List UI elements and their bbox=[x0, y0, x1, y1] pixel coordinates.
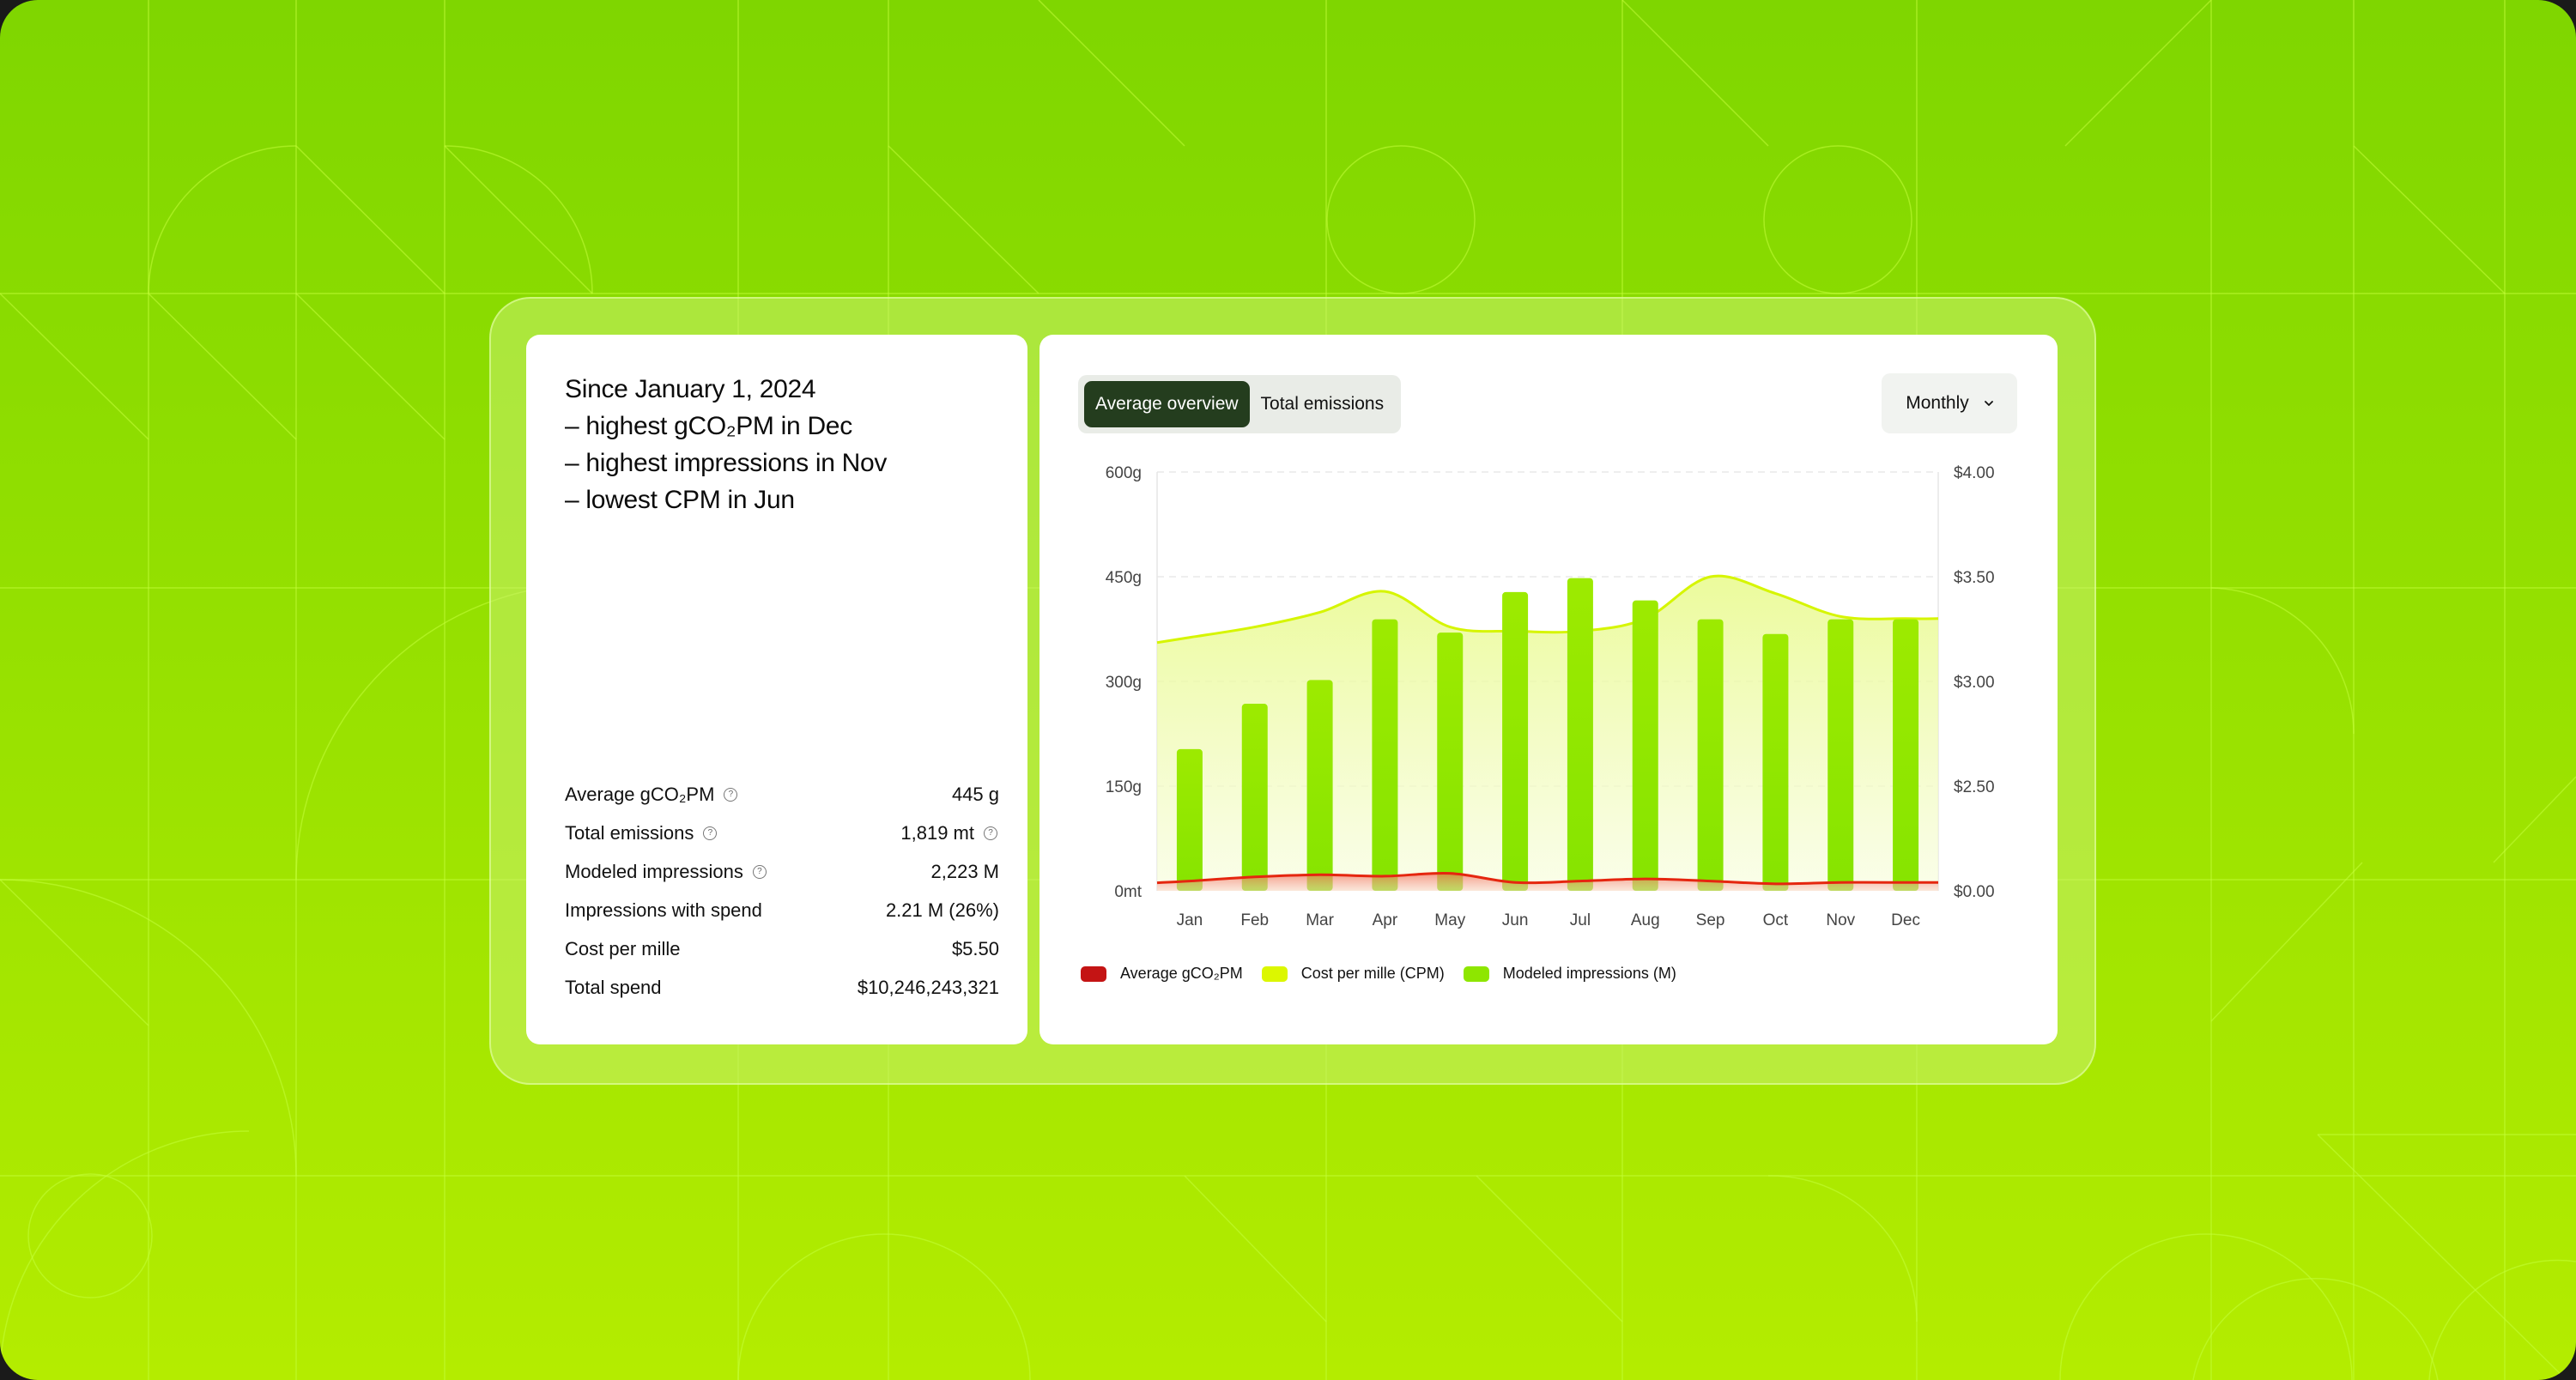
help-circle-icon[interactable]: ? bbox=[724, 787, 738, 802]
legend-item-emissions[interactable]: Average gCO₂PM bbox=[1081, 965, 1243, 983]
right-axis-tick: $4.00 bbox=[1954, 464, 1995, 482]
right-y-axis: $0.00 $2.50 $3.00 $3.50 $4.00 bbox=[1954, 464, 1995, 901]
left-y-axis: 0mt 150g 300g 450g 600g bbox=[1106, 464, 1143, 901]
legend-item-impressions[interactable]: Modeled impressions (M) bbox=[1463, 965, 1676, 983]
x-axis-tick: Aug bbox=[1631, 911, 1660, 929]
x-axis-tick: Jul bbox=[1570, 911, 1591, 929]
headline-line-highest-impressions: – highest impressions in Nov bbox=[565, 449, 888, 477]
impressions-bar[interactable] bbox=[1437, 632, 1464, 891]
headline-line-highest-emissions: – highest gCO₂PM in Dec bbox=[565, 412, 852, 440]
right-axis-tick: $0.00 bbox=[1954, 883, 1995, 901]
chevron-down-icon bbox=[1984, 401, 1993, 406]
stat-value: $5.50 bbox=[951, 937, 999, 959]
impressions-bar[interactable] bbox=[1632, 600, 1658, 891]
x-axis-tick: Apr bbox=[1373, 911, 1398, 929]
chart-legend: Average gCO₂PM Cost per mille (CPM) Mode… bbox=[1081, 965, 1695, 983]
stat-value: 1,819 mt bbox=[900, 821, 974, 844]
period-dropdown-value: Monthly bbox=[1906, 393, 1969, 413]
help-circle-icon[interactable]: ? bbox=[984, 826, 997, 840]
x-axis-tick: Jun bbox=[1502, 911, 1529, 929]
summary-headline: Since January 1, 2024 – highest gCO₂PM i… bbox=[565, 371, 1011, 518]
right-axis-tick: $2.50 bbox=[1954, 778, 1995, 796]
impressions-bar[interactable] bbox=[1697, 619, 1724, 891]
cpm-area-series bbox=[1156, 574, 1939, 891]
emissions-area-series bbox=[1156, 871, 1938, 891]
stat-row-impressions-with-spend: Impressions with spend 2.21 M (26%) bbox=[565, 891, 999, 929]
combo-chart: 0mt 150g 300g 450g 600g $0.00 $2.50 $3.00 $3.50… bbox=[1106, 464, 1995, 929]
legend-swatch-green bbox=[1463, 965, 1489, 982]
impressions-bar[interactable] bbox=[1372, 619, 1398, 891]
help-circle-icon[interactable]: ? bbox=[752, 864, 767, 879]
left-axis-tick: 600g bbox=[1106, 464, 1142, 482]
stats-list: Average gCO₂PM ? 445 g Total emissions ?… bbox=[565, 775, 999, 1007]
tab-average-overview[interactable]: Average overview bbox=[1084, 381, 1250, 427]
stat-row-cost-per-mille: Cost per mille $5.50 bbox=[565, 929, 999, 968]
x-axis-tick: May bbox=[1434, 911, 1465, 929]
legend-swatch-yellow bbox=[1261, 965, 1288, 982]
right-axis-tick: $3.00 bbox=[1954, 674, 1995, 692]
headline-line-date: Since January 1, 2024 bbox=[565, 375, 816, 403]
stat-row-modeled-impressions: Modeled impressions ? 2,223 M bbox=[565, 852, 999, 891]
stat-label: Total emissions bbox=[565, 821, 694, 844]
stat-value: 2.21 M (26%) bbox=[885, 899, 999, 921]
x-axis-tick: Sep bbox=[1696, 911, 1725, 929]
chart-panel: Average overview Total emissions Monthly bbox=[1039, 335, 2058, 1044]
right-axis-tick: $3.50 bbox=[1954, 569, 1995, 587]
view-segmented-control: Average overview Total emissions bbox=[1078, 375, 1402, 433]
impressions-bar[interactable] bbox=[1241, 704, 1268, 891]
stat-label: Average gCO₂PM bbox=[565, 783, 715, 805]
impressions-bar[interactable] bbox=[1893, 619, 1919, 891]
x-axis-tick: Mar bbox=[1306, 911, 1334, 929]
legend-label: Average gCO₂PM bbox=[1120, 965, 1243, 982]
x-axis-tick: Nov bbox=[1826, 911, 1855, 929]
legend-label: Cost per mille (CPM) bbox=[1300, 965, 1445, 982]
stat-label: Cost per mille bbox=[565, 937, 681, 959]
stat-label: Modeled impressions bbox=[565, 860, 743, 882]
impressions-bar[interactable] bbox=[1762, 633, 1789, 891]
headline-line-lowest-cpm: – lowest CPM in Jun bbox=[565, 486, 795, 514]
stat-value: $10,246,243,321 bbox=[857, 976, 999, 998]
impressions-bar[interactable] bbox=[1502, 591, 1529, 891]
stat-row-total-spend: Total spend $10,246,243,321 bbox=[565, 968, 999, 1007]
left-axis-tick: 300g bbox=[1106, 674, 1142, 692]
stat-row-total-emissions: Total emissions ? 1,819 mt ? bbox=[565, 814, 999, 852]
left-axis-tick: 450g bbox=[1106, 569, 1142, 587]
x-axis-tick: Dec bbox=[1891, 911, 1920, 929]
legend-item-cpm[interactable]: Cost per mille (CPM) bbox=[1261, 965, 1445, 983]
left-axis-tick: 150g bbox=[1106, 778, 1142, 796]
x-axis-tick: Jan bbox=[1177, 911, 1203, 929]
impressions-bar[interactable] bbox=[1827, 619, 1854, 891]
impressions-bar-series bbox=[1176, 578, 1919, 891]
period-dropdown[interactable]: Monthly bbox=[1882, 373, 2017, 433]
stat-label: Impressions with spend bbox=[565, 899, 762, 921]
stat-label: Total spend bbox=[565, 976, 662, 998]
tab-total-emissions[interactable]: Total emissions bbox=[1260, 394, 1385, 414]
impressions-bar[interactable] bbox=[1176, 748, 1203, 891]
summary-panel: Since January 1, 2024 – highest gCO₂PM i… bbox=[526, 335, 1027, 1044]
x-axis-tick: Oct bbox=[1763, 911, 1789, 929]
stat-value: 2,223 M bbox=[930, 860, 1000, 882]
impressions-bar[interactable] bbox=[1306, 680, 1333, 891]
stat-row-average-gco2pm: Average gCO₂PM ? 445 g bbox=[565, 775, 999, 814]
stat-value: 445 g bbox=[951, 783, 999, 805]
legend-swatch-red bbox=[1081, 965, 1106, 982]
left-axis-tick: 0mt bbox=[1114, 883, 1142, 901]
x-axis-tick: Feb bbox=[1240, 911, 1269, 929]
impressions-bar[interactable] bbox=[1567, 578, 1593, 891]
legend-label: Modeled impressions (M) bbox=[1502, 965, 1676, 982]
help-circle-icon[interactable]: ? bbox=[703, 826, 718, 840]
x-axis: Jan Feb Mar Apr May Jun Jul Aug Sep Oct Nov Dec bbox=[1177, 911, 1920, 929]
